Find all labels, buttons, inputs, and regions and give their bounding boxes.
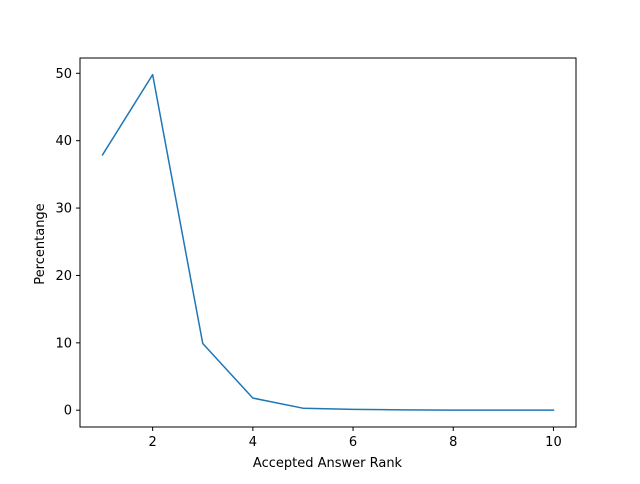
series-line-0: [101, 73, 555, 411]
y-tick-label: 30: [55, 202, 72, 217]
x-tick-label: 8: [449, 435, 457, 450]
x-tick-label: 10: [545, 435, 562, 450]
y-tick-label: 40: [55, 134, 72, 149]
x-tick-label: 4: [249, 435, 257, 450]
x-tick-label: 2: [149, 435, 157, 450]
plot-area: [101, 73, 555, 411]
y-tick-label: 20: [55, 269, 72, 284]
y-axis-label: Percentange: [33, 203, 48, 284]
axes: 2 4 6 8 10 0 10 20 30 40 50: [55, 57, 577, 450]
axes-frame: [79, 57, 577, 428]
y-tick-label: 50: [55, 67, 72, 82]
x-axis-label: Accepted Answer Rank: [253, 456, 403, 471]
y-tick-label: 10: [55, 336, 72, 351]
y-tick-label: 0: [64, 404, 72, 419]
x-tick-label: 6: [349, 435, 357, 450]
